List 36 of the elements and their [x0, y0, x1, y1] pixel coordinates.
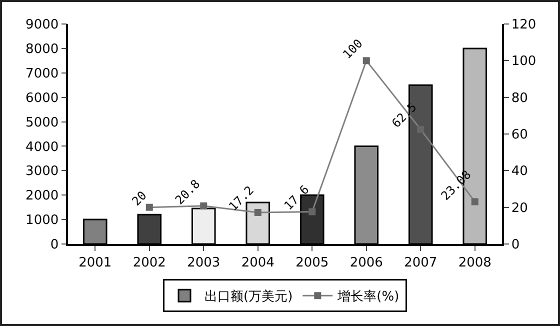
y-tick-label: 7000: [26, 66, 59, 82]
point: [308, 208, 316, 216]
y2-tick-label: 40: [511, 164, 528, 180]
legend-label: 增长率(%): [336, 288, 400, 305]
y2-tick-label: 80: [511, 90, 528, 106]
y-tick-label: 6000: [26, 90, 59, 106]
point: [146, 204, 153, 211]
y-tick-label: 4000: [26, 140, 59, 155]
x-tick-label: 2004: [241, 255, 274, 270]
y-tick-label: 2000: [26, 188, 59, 204]
data-label: 100: [340, 36, 366, 62]
y-tick-label: 3000: [26, 164, 59, 180]
y2-tick-label: 120: [511, 18, 536, 33]
point: [471, 198, 478, 206]
x-tick-label: 2002: [132, 255, 166, 270]
x-tick-label: 2006: [350, 255, 383, 270]
y-tick-label: 0: [50, 238, 59, 253]
point: [362, 57, 370, 64]
legend-label: 出口额(万美元): [204, 288, 293, 305]
y-tick-label: 8000: [26, 42, 59, 57]
y-tick-label: 1000: [26, 213, 59, 228]
y2-tick-label: 20: [511, 200, 528, 216]
y2-tick-label: 60: [511, 128, 528, 143]
point: [200, 202, 208, 210]
y-tick-label: 5000: [26, 115, 59, 130]
y-tick-label: 9000: [26, 18, 59, 33]
point: [417, 126, 424, 133]
y2-tick-label: 0: [511, 238, 520, 253]
point: [254, 208, 262, 216]
x-tick-label: 2008: [458, 255, 492, 270]
x-tick-label: 2003: [187, 255, 220, 270]
y2-tick-label: 100: [511, 54, 536, 70]
x-tick-label: 2005: [296, 255, 329, 270]
x-tick-label: 2007: [404, 255, 438, 270]
x-tick-label: 2001: [78, 255, 112, 270]
data-label: 20: [129, 188, 150, 209]
